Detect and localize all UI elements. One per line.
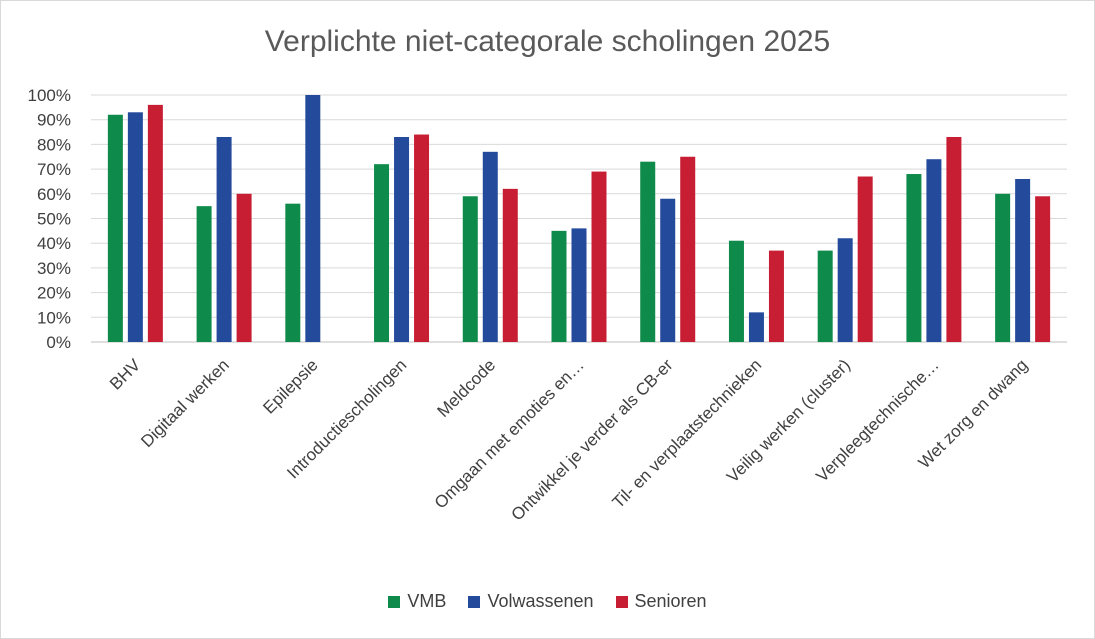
bar-senioren (591, 171, 607, 342)
bar-volwassenen (127, 112, 143, 342)
bar-volwassenen (305, 95, 321, 342)
y-tick-label: 40% (37, 234, 71, 253)
y-tick-label: 100% (28, 86, 71, 105)
y-tick-label: 10% (37, 308, 71, 327)
bar-senioren (946, 136, 962, 342)
bar-vmb (462, 196, 478, 342)
bar-vmb (906, 174, 922, 342)
bar-vmb (728, 240, 744, 342)
y-tick-label: 90% (37, 111, 71, 130)
legend-label: Senioren (634, 591, 707, 611)
y-tick-label: 80% (37, 135, 71, 154)
bar-senioren (1035, 196, 1051, 342)
y-axis-labels: 0% 10% 20% 30% 40% 50% 60% 70% 80% 90% 100% (28, 86, 71, 352)
bar-volwassenen (1015, 178, 1031, 342)
bar-volwassenen (748, 312, 764, 342)
chart-title: Verplichte niet-categorale scholingen 20… (264, 25, 831, 58)
bars (107, 95, 1051, 342)
bar-vmb (107, 114, 123, 342)
x-category-label: BHV (106, 355, 145, 394)
legend: VMB Volwassenen Senioren (1, 591, 1094, 612)
legend-item: Senioren (615, 591, 707, 612)
bar-vmb (196, 206, 212, 342)
y-tick-label: 60% (37, 185, 71, 204)
bar-volwassenen (394, 136, 410, 342)
bar-volwassenen (837, 238, 853, 342)
bar-vmb (551, 230, 567, 342)
bar-senioren (236, 193, 252, 342)
legend-swatch (388, 595, 401, 608)
legend-swatch (615, 595, 628, 608)
x-category-label: Epilepsie (259, 355, 321, 417)
y-tick-label: 70% (37, 160, 71, 179)
x-category-label: Ontwikkel je verder als CB-er (507, 355, 676, 524)
bar-volwassenen (216, 136, 232, 342)
legend-swatch (468, 595, 481, 608)
bar-chart: 0% 10% 20% 30% 40% 50% 60% 70% 80% 90% 100% BHVDig… (28, 86, 1067, 525)
bar-volwassenen (571, 228, 587, 342)
x-category-label: Meldcode (434, 355, 500, 421)
y-tick-label: 50% (37, 210, 71, 229)
bar-vmb (640, 161, 656, 342)
bar-vmb (817, 250, 833, 342)
bar-senioren (147, 104, 163, 342)
bar-senioren (857, 176, 873, 342)
y-tick-label: 30% (37, 259, 71, 278)
bar-vmb (374, 164, 390, 342)
bar-senioren (502, 188, 518, 342)
bar-senioren (768, 250, 784, 342)
legend-item: VMB (388, 591, 446, 612)
bar-vmb (285, 203, 301, 342)
x-category-label: Til- en verplaatstechnieken (609, 355, 766, 512)
bar-senioren (680, 156, 696, 342)
x-category-label: Omgaan met emoties en… (431, 355, 588, 512)
bar-senioren (414, 134, 430, 342)
legend-item: Volwassenen (468, 591, 594, 612)
bar-volwassenen (660, 198, 676, 342)
bar-volwassenen (926, 159, 942, 342)
bar-volwassenen (482, 151, 498, 342)
bar-vmb (995, 193, 1011, 342)
x-category-label: Digitaal werken (137, 355, 233, 451)
y-tick-label: 20% (37, 284, 71, 303)
legend-label: Volwassenen (487, 591, 594, 611)
legend-label: VMB (407, 591, 447, 611)
y-tick-label: 0% (46, 333, 71, 352)
